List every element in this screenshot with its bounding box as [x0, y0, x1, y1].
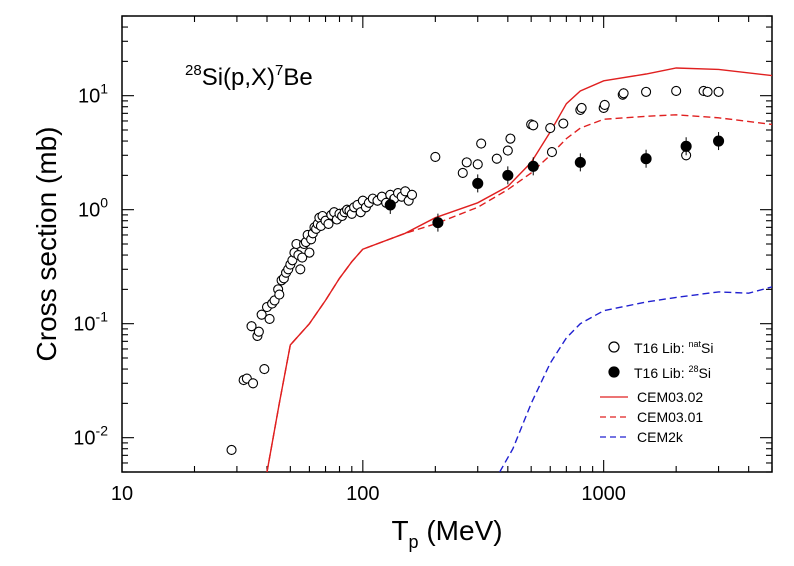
data-point-nat-si — [461, 157, 472, 168]
data-point-nat-si — [491, 153, 502, 164]
legend-label-nat-si: T16 Lib: natSi — [634, 339, 713, 356]
y-tick-label: 101 — [78, 81, 108, 108]
data-point-28si — [384, 199, 396, 211]
axis-ticks — [121, 15, 773, 473]
data-point-nat-si — [226, 444, 237, 456]
data-point-nat-si — [671, 85, 682, 97]
data-point-nat-si — [713, 86, 724, 97]
x-tick-label: 10 — [111, 483, 133, 505]
x-axis-label-main: T — [391, 515, 408, 546]
data-points — [226, 85, 725, 456]
data-point-nat-si — [406, 189, 418, 200]
series-line — [266, 114, 772, 472]
legend-label-cem0302: CEM03.02 — [637, 389, 703, 405]
x-tick-label: 100 — [346, 483, 379, 505]
title-mass: 28 — [185, 62, 202, 79]
data-point-nat-si — [430, 151, 441, 163]
y-tick-label: 10-1 — [73, 309, 108, 336]
x-axis-label-unit: (MeV) — [419, 515, 503, 546]
data-point-nat-si — [259, 363, 270, 375]
data-point-nat-si — [246, 321, 257, 332]
data-point-nat-si — [599, 99, 610, 110]
legend: T16 Lib: natSi T16 Lib: 28Si CEM03.02 CE… — [600, 339, 713, 445]
y-tick-label: 10-2 — [73, 423, 108, 450]
data-point-28si — [574, 156, 586, 168]
model-curves — [266, 67, 772, 472]
x-axis-label-sub: p — [409, 532, 419, 552]
data-point-nat-si — [297, 252, 308, 263]
data-point-nat-si — [576, 102, 587, 114]
data-point-nat-si — [545, 123, 556, 134]
data-point-28si — [527, 160, 539, 172]
data-point-nat-si — [253, 326, 264, 337]
data-point-nat-si — [618, 88, 629, 99]
legend-label-cem0301: CEM03.01 — [637, 409, 703, 425]
data-point-nat-si — [546, 147, 558, 158]
legend-label-cem2k: CEM2k — [637, 429, 684, 445]
data-point-28si — [680, 140, 692, 152]
data-point-nat-si — [502, 145, 513, 156]
data-point-nat-si — [505, 133, 516, 144]
x-tick-label: 1000 — [581, 483, 626, 505]
data-point-nat-si — [264, 313, 275, 325]
data-point-28si — [713, 135, 725, 147]
title-product: Be — [283, 64, 312, 91]
data-point-nat-si — [256, 309, 267, 320]
data-point-nat-si — [295, 264, 306, 275]
data-point-nat-si — [247, 378, 259, 389]
data-point-nat-si — [304, 247, 315, 258]
x-axis-label: Tp (MeV) — [391, 515, 502, 552]
data-point-28si — [472, 177, 484, 189]
data-point-28si — [502, 169, 514, 181]
axis-tick-labels: 10 100 1000 10-2 10-1 100 101 — [73, 81, 626, 505]
title-element: Si(p,X) — [202, 64, 275, 91]
chart-title: 28Si(p,X)7Be — [185, 62, 313, 91]
data-point-nat-si — [457, 167, 468, 178]
legend-marker-28si — [608, 366, 620, 378]
series-line — [499, 286, 772, 472]
title-product-mass: 7 — [275, 62, 283, 79]
data-point-nat-si — [641, 86, 652, 97]
data-point-nat-si — [323, 218, 334, 229]
data-point-nat-si — [472, 159, 483, 170]
legend-label-28si: T16 Lib: 28Si — [634, 364, 711, 381]
data-point-nat-si — [274, 289, 285, 300]
data-point-28si — [432, 217, 444, 229]
data-point-nat-si — [476, 138, 487, 149]
data-point-nat-si — [702, 86, 713, 97]
y-tick-label: 100 — [78, 195, 108, 222]
data-point-nat-si — [528, 120, 539, 131]
data-point-nat-si — [558, 118, 569, 129]
data-point-28si — [640, 153, 652, 165]
legend-marker-nat-si — [608, 341, 620, 353]
y-axis-label: Cross section (mb) — [31, 127, 62, 362]
